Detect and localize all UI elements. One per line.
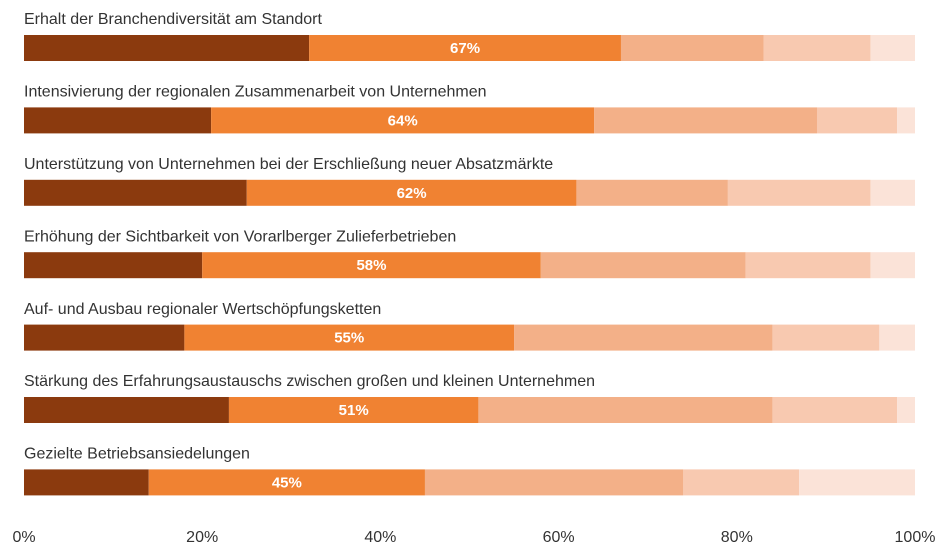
bar-segment bbox=[594, 107, 817, 134]
total-label: 45% bbox=[272, 474, 302, 491]
bar-segment bbox=[897, 397, 915, 423]
bar-segment bbox=[309, 35, 621, 61]
bar-segment bbox=[24, 252, 203, 279]
x-tick-label: 100% bbox=[895, 529, 936, 546]
bar-segment bbox=[799, 469, 915, 496]
x-tick-label: 40% bbox=[364, 529, 396, 546]
x-tick-label: 60% bbox=[543, 529, 575, 546]
bar-segment bbox=[772, 324, 880, 351]
bar-segment bbox=[620, 35, 764, 61]
bar-segment bbox=[24, 107, 212, 134]
total-label: 55% bbox=[334, 330, 364, 347]
bar-segment bbox=[683, 469, 800, 496]
bar-segment bbox=[246, 179, 577, 206]
category-label: Auf- und Ausbau regionaler Wertschöpfung… bbox=[24, 301, 381, 318]
category-label: Gezielte Betriebsansiedelungen bbox=[24, 446, 250, 463]
bar-segment bbox=[211, 107, 595, 134]
bar-segment bbox=[745, 252, 871, 279]
category-label: Erhalt der Branchendiversität am Standor… bbox=[24, 11, 322, 28]
bar-segment bbox=[24, 469, 149, 496]
bar-segment bbox=[184, 324, 515, 351]
category-label: Stärkung des Erfahrungsaustauschs zwisch… bbox=[24, 373, 595, 390]
bar-segment bbox=[424, 469, 684, 496]
bar-segment bbox=[24, 179, 247, 206]
bar-segment bbox=[514, 324, 773, 351]
total-label: 58% bbox=[356, 257, 386, 274]
bar-segment bbox=[879, 324, 915, 351]
bar-segment bbox=[897, 107, 915, 134]
x-tick-label: 80% bbox=[721, 529, 753, 546]
bar-segment bbox=[228, 397, 479, 423]
total-label: 62% bbox=[397, 185, 427, 202]
bar-segment bbox=[202, 252, 541, 279]
bar-segment bbox=[24, 324, 185, 351]
bar-segment bbox=[24, 397, 229, 423]
total-label: 67% bbox=[450, 40, 480, 57]
bar-segment bbox=[540, 252, 746, 279]
category-label: Erhöhung der Sichtbarkeit von Vorarlberg… bbox=[24, 228, 456, 245]
bar-segment bbox=[763, 35, 871, 61]
bar-segment bbox=[148, 469, 425, 496]
x-tick-label: 0% bbox=[12, 529, 35, 546]
total-label: 64% bbox=[388, 112, 418, 129]
bar-segment bbox=[870, 179, 915, 206]
bar-segment bbox=[816, 107, 898, 134]
category-label: Intensivierung der regionalen Zusammenar… bbox=[24, 84, 486, 101]
x-tick-label: 20% bbox=[186, 529, 218, 546]
bar-segment bbox=[24, 35, 310, 61]
bar-segment bbox=[870, 252, 915, 279]
bar-segment bbox=[727, 179, 871, 206]
bar-segment bbox=[478, 397, 773, 423]
bar-segment bbox=[576, 179, 728, 206]
bar-segment bbox=[772, 397, 898, 423]
category-label: Unterstützung von Unternehmen bei der Er… bbox=[24, 156, 553, 173]
total-label: 51% bbox=[339, 402, 369, 419]
bar-segment bbox=[870, 35, 915, 61]
